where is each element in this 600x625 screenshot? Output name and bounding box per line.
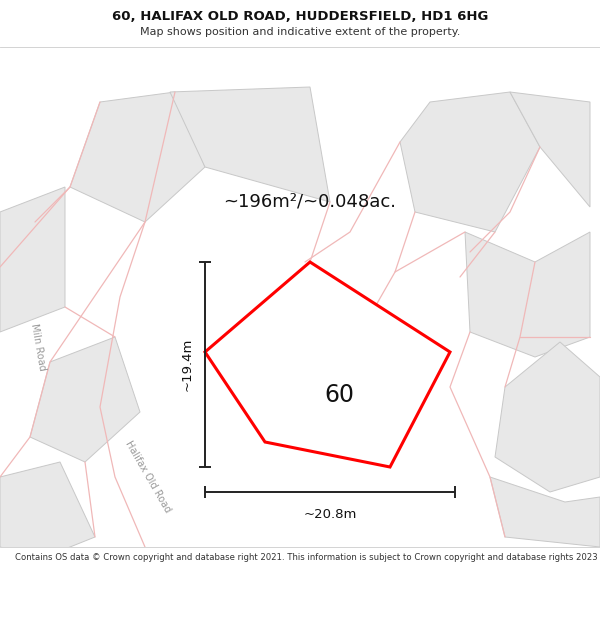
Polygon shape <box>490 477 600 547</box>
Polygon shape <box>495 342 600 492</box>
Polygon shape <box>510 92 590 207</box>
Polygon shape <box>30 337 140 462</box>
Text: ~20.8m: ~20.8m <box>304 508 356 521</box>
Text: Miln Road: Miln Road <box>29 322 47 371</box>
Polygon shape <box>465 232 590 357</box>
Text: 60: 60 <box>324 383 354 407</box>
Polygon shape <box>245 327 390 437</box>
Polygon shape <box>0 462 95 557</box>
Polygon shape <box>70 92 205 222</box>
Polygon shape <box>205 262 450 467</box>
Text: 60, HALIFAX OLD ROAD, HUDDERSFIELD, HD1 6HG: 60, HALIFAX OLD ROAD, HUDDERSFIELD, HD1 … <box>112 11 488 23</box>
Text: Map shows position and indicative extent of the property.: Map shows position and indicative extent… <box>140 27 460 37</box>
Text: Halifax Old Road: Halifax Old Road <box>124 439 173 514</box>
Polygon shape <box>400 92 540 232</box>
Text: Contains OS data © Crown copyright and database right 2021. This information is : Contains OS data © Crown copyright and d… <box>15 553 600 562</box>
Text: ~196m²/~0.048ac.: ~196m²/~0.048ac. <box>223 193 397 211</box>
Polygon shape <box>170 87 330 202</box>
Polygon shape <box>0 187 65 332</box>
Text: ~19.4m: ~19.4m <box>181 338 193 391</box>
